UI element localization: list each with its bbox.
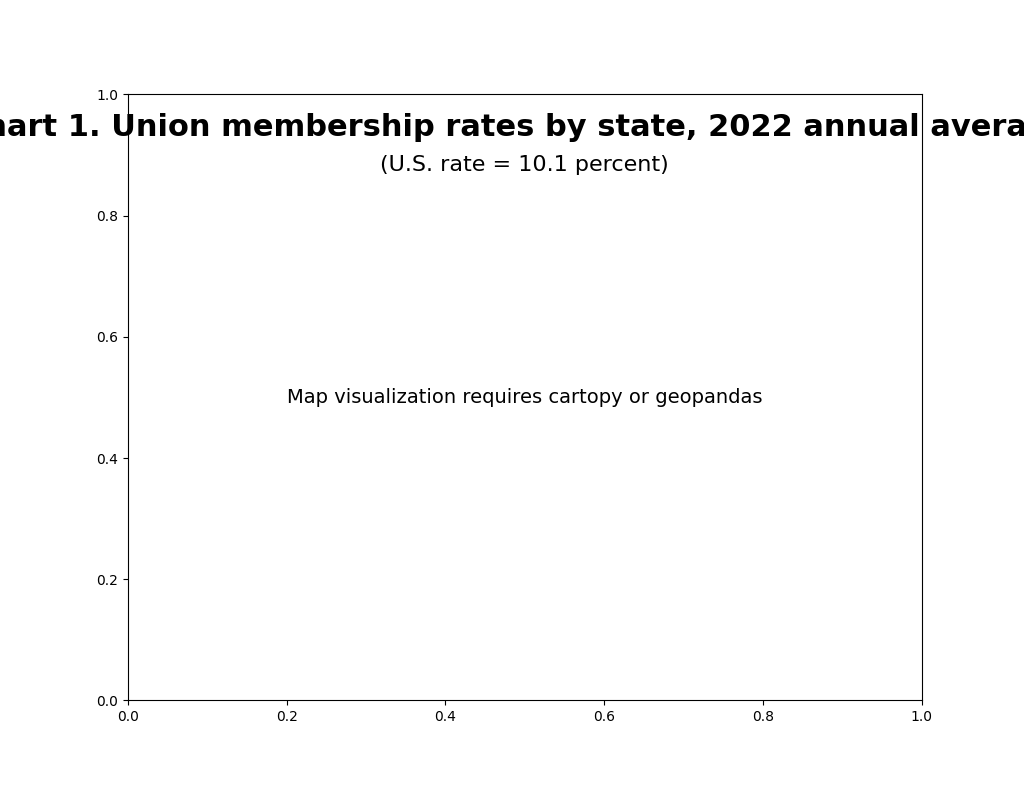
Text: (U.S. rate = 10.1 percent): (U.S. rate = 10.1 percent) xyxy=(381,155,669,175)
Text: Map visualization requires cartopy or geopandas: Map visualization requires cartopy or ge… xyxy=(287,388,763,407)
Text: Chart 1. Union membership rates by state, 2022 annual averages: Chart 1. Union membership rates by state… xyxy=(0,113,1024,142)
